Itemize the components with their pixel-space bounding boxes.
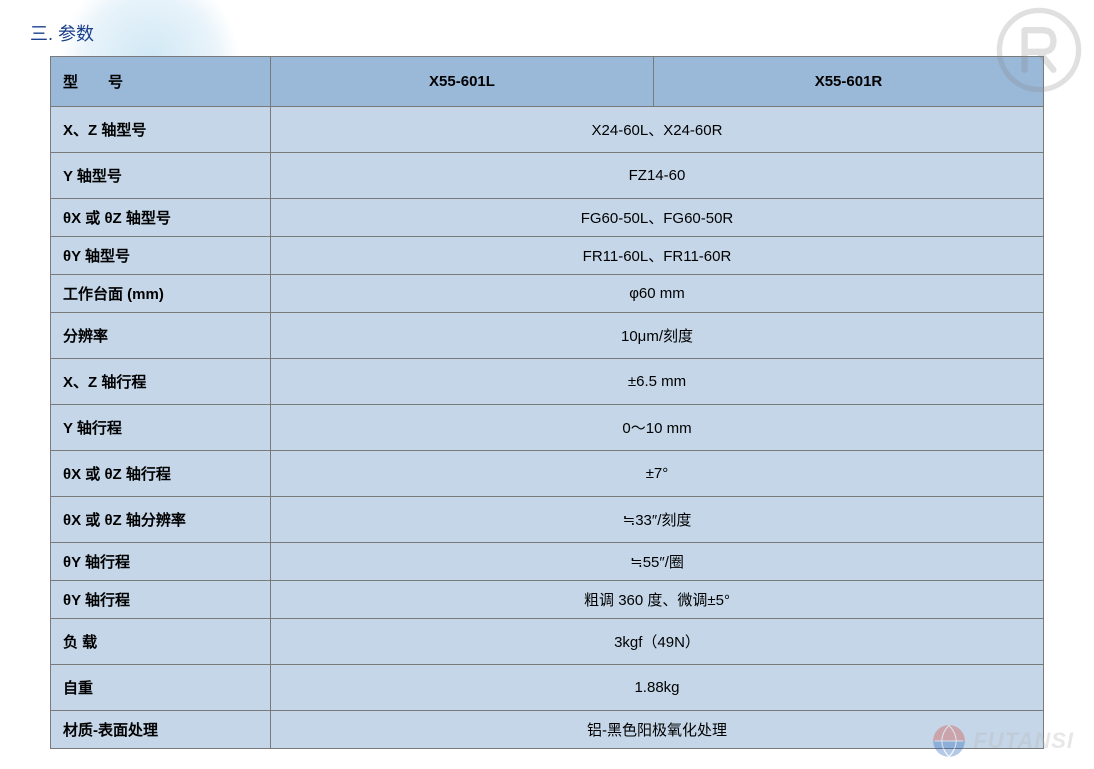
table-row: 工作台面 (mm)φ60 mm — [51, 275, 1044, 313]
row-value: 10μm/刻度 — [271, 313, 1044, 359]
table-row: 负 载3kgf（49N） — [51, 619, 1044, 665]
row-value: 3kgf（49N） — [271, 619, 1044, 665]
row-label: 材质-表面处理 — [51, 711, 271, 749]
row-value: ±6.5 mm — [271, 359, 1044, 405]
table-row: 材质-表面处理铝-黑色阳极氧化处理 — [51, 711, 1044, 749]
row-label: θX 或 θZ 轴型号 — [51, 199, 271, 237]
row-value: 粗调 360 度、微调±5° — [271, 581, 1044, 619]
row-value: X24-60L、X24-60R — [271, 107, 1044, 153]
row-label: θY 轴行程 — [51, 543, 271, 581]
row-label: Y 轴型号 — [51, 153, 271, 199]
row-value: ≒33″/刻度 — [271, 497, 1044, 543]
spec-table-wrap: 型 号 X55-601L X55-601R X、Z 轴型号X24-60L、X24… — [50, 56, 1044, 749]
table-row: θY 轴行程≒55″/圈 — [51, 543, 1044, 581]
header-label: 型 号 — [51, 57, 271, 107]
row-label: 工作台面 (mm) — [51, 275, 271, 313]
header-col1: X55-601L — [271, 57, 654, 107]
table-row: X、Z 轴型号X24-60L、X24-60R — [51, 107, 1044, 153]
row-value: FZ14-60 — [271, 153, 1044, 199]
row-label: 负 载 — [51, 619, 271, 665]
table-header-row: 型 号 X55-601L X55-601R — [51, 57, 1044, 107]
table-body: X、Z 轴型号X24-60L、X24-60RY 轴型号FZ14-60θX 或 θ… — [51, 107, 1044, 749]
table-row: 自重1.88kg — [51, 665, 1044, 711]
header-col2: X55-601R — [653, 57, 1043, 107]
row-value: FG60-50L、FG60-50R — [271, 199, 1044, 237]
spec-table: 型 号 X55-601L X55-601R X、Z 轴型号X24-60L、X24… — [50, 56, 1044, 749]
row-label: θX 或 θZ 轴行程 — [51, 451, 271, 497]
row-label: θY 轴行程 — [51, 581, 271, 619]
row-value: FR11-60L、FR11-60R — [271, 237, 1044, 275]
row-label: X、Z 轴行程 — [51, 359, 271, 405]
brand-watermark: FUTANSI — [931, 723, 1074, 759]
row-value: ±7° — [271, 451, 1044, 497]
table-row: Y 轴行程0～10 mm — [51, 405, 1044, 451]
table-row: 分辨率10μm/刻度 — [51, 313, 1044, 359]
table-row: Y 轴型号FZ14-60 — [51, 153, 1044, 199]
globe-icon — [931, 723, 967, 759]
row-value: 1.88kg — [271, 665, 1044, 711]
table-row: θY 轴行程粗调 360 度、微调±5° — [51, 581, 1044, 619]
row-label: X、Z 轴型号 — [51, 107, 271, 153]
table-row: θY 轴型号FR11-60L、FR11-60R — [51, 237, 1044, 275]
registered-watermark — [994, 5, 1084, 95]
row-label: Y 轴行程 — [51, 405, 271, 451]
brand-text: FUTANSI — [973, 728, 1074, 754]
table-row: θX 或 θZ 轴分辨率≒33″/刻度 — [51, 497, 1044, 543]
row-label: 分辨率 — [51, 313, 271, 359]
table-row: θX 或 θZ 轴型号FG60-50L、FG60-50R — [51, 199, 1044, 237]
row-label: θY 轴型号 — [51, 237, 271, 275]
table-row: θX 或 θZ 轴行程±7° — [51, 451, 1044, 497]
row-value: φ60 mm — [271, 275, 1044, 313]
row-value: 0～10 mm — [271, 405, 1044, 451]
row-label: θX 或 θZ 轴分辨率 — [51, 497, 271, 543]
row-value: 铝-黑色阳极氧化处理 — [271, 711, 1044, 749]
table-row: X、Z 轴行程±6.5 mm — [51, 359, 1044, 405]
section-title: 三. 参数 — [30, 20, 1064, 46]
row-value: ≒55″/圈 — [271, 543, 1044, 581]
row-label: 自重 — [51, 665, 271, 711]
